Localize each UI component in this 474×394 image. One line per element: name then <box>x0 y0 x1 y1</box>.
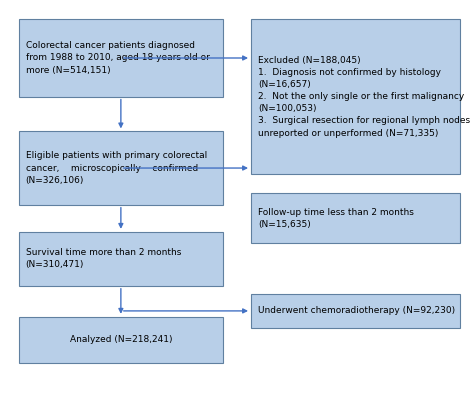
FancyBboxPatch shape <box>251 193 460 243</box>
Text: Survival time more than 2 months
(N=310,471): Survival time more than 2 months (N=310,… <box>26 248 181 269</box>
Text: Colorectal cancer patients diagnosed
from 1988 to 2010, aged 18 years old or
mor: Colorectal cancer patients diagnosed fro… <box>26 41 210 74</box>
FancyBboxPatch shape <box>251 19 460 174</box>
FancyBboxPatch shape <box>18 232 223 286</box>
Text: Analyzed (N=218,241): Analyzed (N=218,241) <box>70 335 172 344</box>
FancyBboxPatch shape <box>18 317 223 363</box>
Text: Eligible patients with primary colorectal
cancer,    microscopically    confirme: Eligible patients with primary colorecta… <box>26 151 207 185</box>
Text: Follow-up time less than 2 months
(N=15,635): Follow-up time less than 2 months (N=15,… <box>258 208 414 229</box>
FancyBboxPatch shape <box>251 294 460 328</box>
Text: Underwent chemoradiotherapy (N=92,230): Underwent chemoradiotherapy (N=92,230) <box>258 307 455 316</box>
Text: Excluded (N=188,045)
1.  Diagnosis not confirmed by histology
(N=16,657)
2.  Not: Excluded (N=188,045) 1. Diagnosis not co… <box>258 56 470 138</box>
FancyBboxPatch shape <box>18 19 223 97</box>
FancyBboxPatch shape <box>18 131 223 205</box>
